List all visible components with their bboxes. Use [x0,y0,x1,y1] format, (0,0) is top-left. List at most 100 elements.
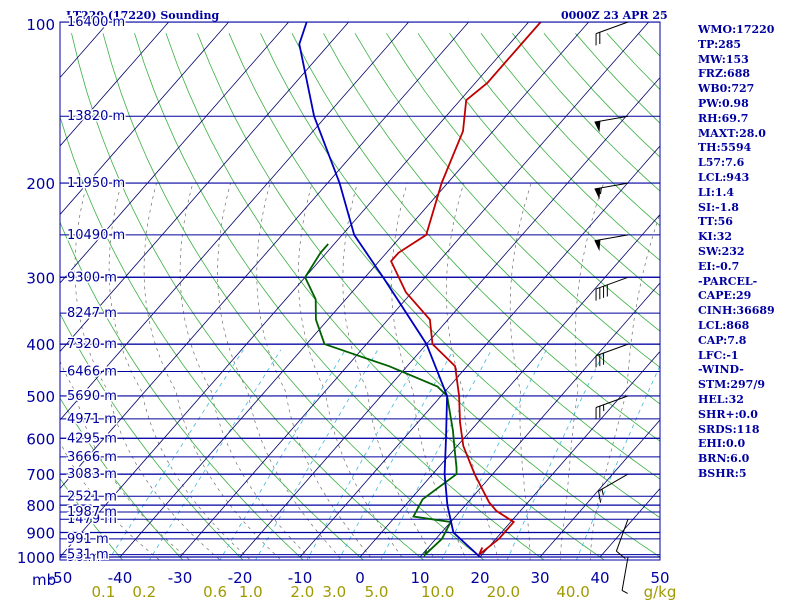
height-label: 3083 m [67,467,117,482]
isotherm [359,213,660,558]
height-label: 1987 m [67,505,117,520]
mixing-ratio-line [255,349,379,560]
wind-barb-half-feather [599,187,602,195]
isotherm [299,145,660,558]
wind-barb-staff [595,343,629,357]
mixing-ratio-tick-label: 0.1 [91,583,115,600]
pressure-tick-label: 400 [26,336,55,354]
dry-adiabat [102,33,485,560]
wind-barb-feather [603,286,605,298]
mixing-ratio-tick-label: 2.0 [290,583,314,600]
dry-adiabat [60,312,244,560]
wind-barb-feather [603,352,605,365]
pressure-unit-label: mb [32,571,56,589]
height-label: 96 m [67,550,100,565]
pressure-tick-label: 800 [26,497,55,515]
moist-adiabat [342,183,436,560]
sounding-index: BSHR:5 [698,466,747,480]
chart-timestamp: 0000Z 23 APR 25 [561,9,668,22]
dry-adiabat [60,115,365,560]
dry-adiabat [354,33,660,368]
wind-barb-half-feather [603,404,605,412]
sounding-index: EHI:0.0 [698,437,746,451]
moist-adiabat [589,212,660,560]
mixing-ratio-unit-label: g/kg [644,583,677,600]
wind-barb-feather [595,355,597,368]
sounding-index: -PARCEL- [698,274,758,288]
isotherm [239,76,660,558]
height-label: 8247 m [67,306,117,321]
sounding-index: STM:297/9 [698,378,765,392]
pressure-tick-label: 500 [26,388,55,406]
mixing-ratio-line [149,349,282,560]
temperature-tick-label: 0 [355,569,365,587]
sounding-index: FRZ:688 [698,67,751,81]
wind-barb [594,115,629,133]
wind-barb-feather [599,354,601,367]
height-label: 1479 m [67,512,117,527]
pressure-tick-label: 700 [26,466,55,484]
mixing-ratio-tick-label: 5.0 [365,583,389,600]
temperature-tick-label: -10 [288,569,313,587]
sounding-index: TT:56 [698,215,733,229]
sounding-index: LI:1.4 [698,185,735,199]
moist-adiabat [559,182,605,560]
mixing-ratio-line [306,349,425,560]
mixing-ratio-line [575,364,660,560]
height-label: 10490 m [67,228,125,243]
wind-barb-staff [595,21,629,35]
sounding-index: EI:-0.7 [698,259,740,273]
wind-barb-staff [595,276,629,290]
dry-adiabat [449,33,660,261]
sounding-index: CAP:7.8 [698,333,747,347]
temperature-tick-label: -30 [168,569,193,587]
wind-barb-feather [606,284,608,297]
isotherm [179,22,649,558]
isotherm [60,22,409,421]
parcel-trace [298,22,481,558]
temperature-tick-label: -40 [108,569,133,587]
dry-adiabat [228,33,660,519]
pressure-tick-label: 300 [26,269,55,287]
height-label: 9300 m [67,270,117,285]
wind-barb-feather [599,406,601,418]
isotherm [60,22,349,353]
wind-barb [595,395,629,420]
temperature-tick-label: -50 [48,569,73,587]
isotherm [479,350,660,558]
wind-barb-staff [595,395,629,408]
height-label: 16400 m [67,15,125,30]
isotherm [119,22,589,558]
temperature-tick-label: 20 [470,569,489,587]
mixing-ratio-tick-label: 10.0 [421,583,454,600]
temperature-tick-label: 30 [530,569,549,587]
dry-adiabat [197,33,660,558]
moist-adiabat [217,183,343,560]
wind-barb-staff [615,519,629,552]
dry-adiabat [386,33,660,332]
sounding-index: MW:153 [698,52,749,66]
isotherm [60,22,529,558]
pressure-tick-label: 100 [26,16,55,34]
sounding-index: MAXT:28.0 [698,126,766,140]
sounding-index: SI:-1.8 [698,200,739,214]
pressure-tick-label: 600 [26,430,55,448]
isotherm [60,22,169,147]
mixing-ratio-tick-label: 40.0 [556,583,589,600]
dry-adiabat [260,33,660,480]
mixing-ratio-line [338,349,454,560]
moist-adiabat [256,183,374,560]
wind-barb-staff [621,556,629,591]
height-label: 991 m [67,532,109,547]
wind-barb [595,276,629,301]
dry-adiabat [60,477,124,560]
sounding-index: WMO:17220 [698,23,775,36]
mixing-ratio-tick-label: 0.2 [132,583,156,600]
pressure-tick-label: 900 [26,525,55,543]
moist-adiabat [74,183,221,560]
dry-adiabat [417,33,660,297]
wind-barb-feather [595,288,597,301]
plot-frame [59,21,661,561]
sounding-index: KI:32 [698,230,733,244]
sounding-index: CINH:36689 [698,304,775,318]
